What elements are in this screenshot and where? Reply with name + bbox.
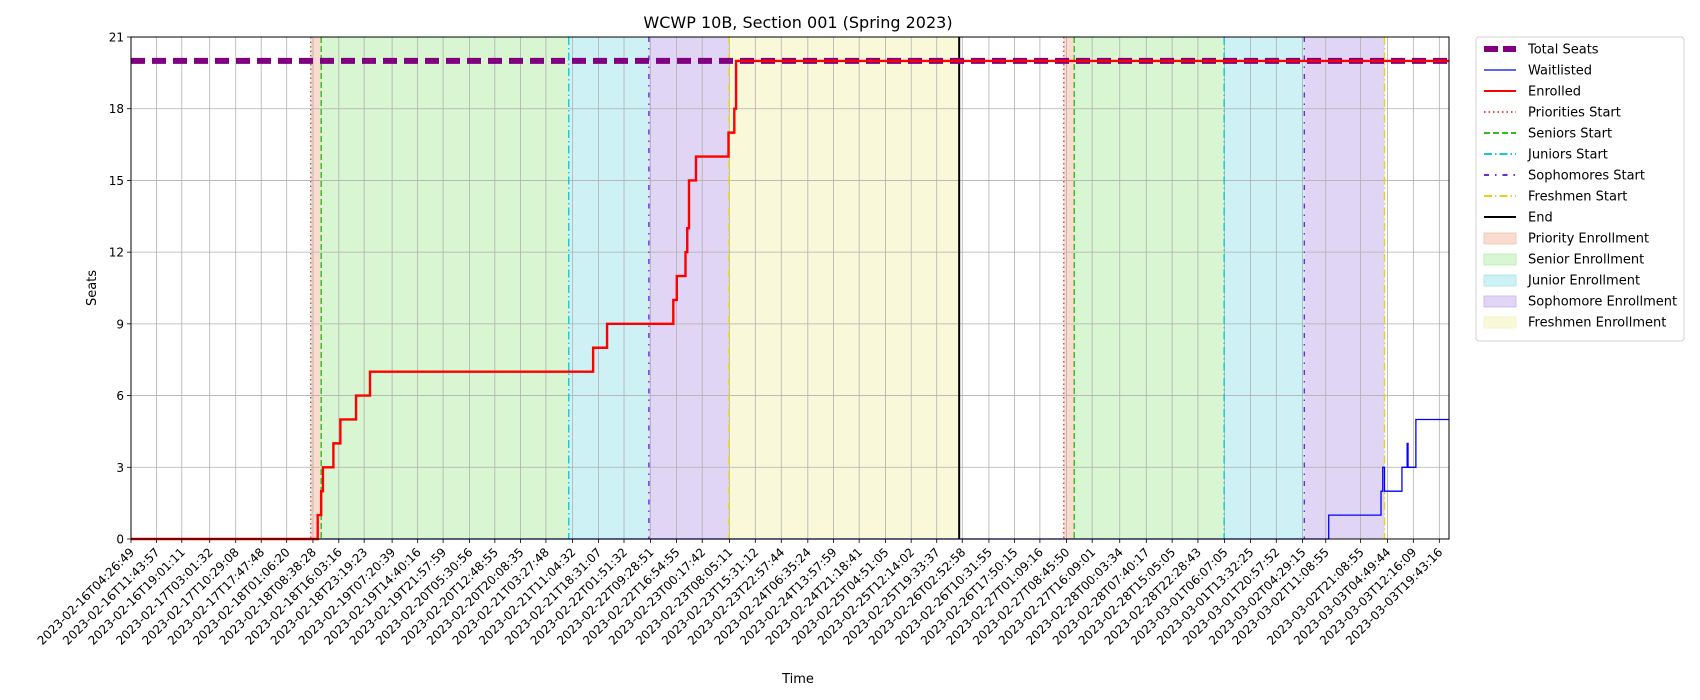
plot-frame — [130, 36, 1450, 540]
y-axis-label: Seats — [85, 270, 100, 306]
x-axis-ticks: 2023-02-16T04:26:492023-02-16T11:43:5720… — [35, 539, 1445, 648]
series-waitlisted — [131, 418, 1449, 540]
legend-label-end: End — [1528, 211, 1553, 226]
legend-box — [1475, 36, 1685, 342]
y-tick-label: 3 — [116, 461, 124, 475]
span-senior-enrollment — [1074, 37, 1225, 539]
y-tick-label: 21 — [109, 31, 124, 45]
chart-title: WCWP 10B, Section 001 (Spring 2023) — [643, 13, 952, 32]
legend-swatch-senior-enrollment — [1483, 253, 1517, 266]
y-tick-label: 12 — [109, 246, 124, 260]
y-tick-label: 9 — [116, 317, 124, 331]
legend-label-junior-enrollment: Junior Enrollment — [1527, 274, 1640, 289]
span-sophomore-enrollment — [1304, 37, 1385, 539]
span-junior-enrollment — [568, 37, 649, 539]
legend-label-total-seats: Total Seats — [1527, 43, 1599, 58]
legend-label-priorities-start: Priorities Start — [1528, 106, 1621, 121]
legend-label-enrolled: Enrolled — [1528, 85, 1581, 100]
span-priority-enrollment — [310, 37, 322, 539]
span-senior-enrollment — [321, 37, 569, 539]
legend-label-seniors-start: Seniors Start — [1528, 127, 1612, 142]
legend-label-sophomores-start: Sophomores Start — [1528, 169, 1645, 184]
span-priority-enrollment — [1063, 37, 1075, 539]
legend-label-freshmen-start: Freshmen Start — [1528, 190, 1627, 205]
legend-label-priority-enrollment: Priority Enrollment — [1528, 232, 1649, 247]
y-tick-label: 15 — [109, 174, 124, 188]
span-sophomore-enrollment — [648, 37, 730, 539]
legend-label-senior-enrollment: Senior Enrollment — [1528, 253, 1644, 268]
x-axis-label: Time — [781, 672, 814, 687]
legend-swatch-sophomore-enrollment — [1483, 295, 1517, 308]
series-lines — [131, 57, 1449, 541]
y-tick-label: 18 — [109, 102, 124, 116]
enrollment-spans — [310, 37, 1385, 539]
legend-label-waitlisted: Waitlisted — [1528, 64, 1592, 79]
legend-swatch-priority-enrollment — [1483, 232, 1517, 245]
y-tick-label: 0 — [116, 533, 124, 547]
legend-swatch-junior-enrollment — [1483, 274, 1517, 287]
y-axis-ticks: 0 3 6 9 12 15 18 21 — [109, 31, 131, 547]
legend-label-freshmen-enrollment: Freshmen Enrollment — [1528, 316, 1666, 331]
legend: Total Seats Waitlisted Enrolled Priorities … — [1475, 36, 1685, 342]
legend-label-juniors-start: Juniors Start — [1527, 148, 1608, 163]
period-start-lines — [310, 37, 1386, 539]
span-junior-enrollment — [1224, 37, 1305, 539]
legend-swatch-freshmen-enrollment — [1483, 316, 1517, 329]
series-enrolled — [131, 59, 1449, 541]
y-tick-label: 6 — [116, 389, 124, 403]
span-freshmen-enrollment — [729, 37, 960, 539]
legend-label-sophomore-enrollment: Sophomore Enrollment — [1528, 295, 1677, 310]
